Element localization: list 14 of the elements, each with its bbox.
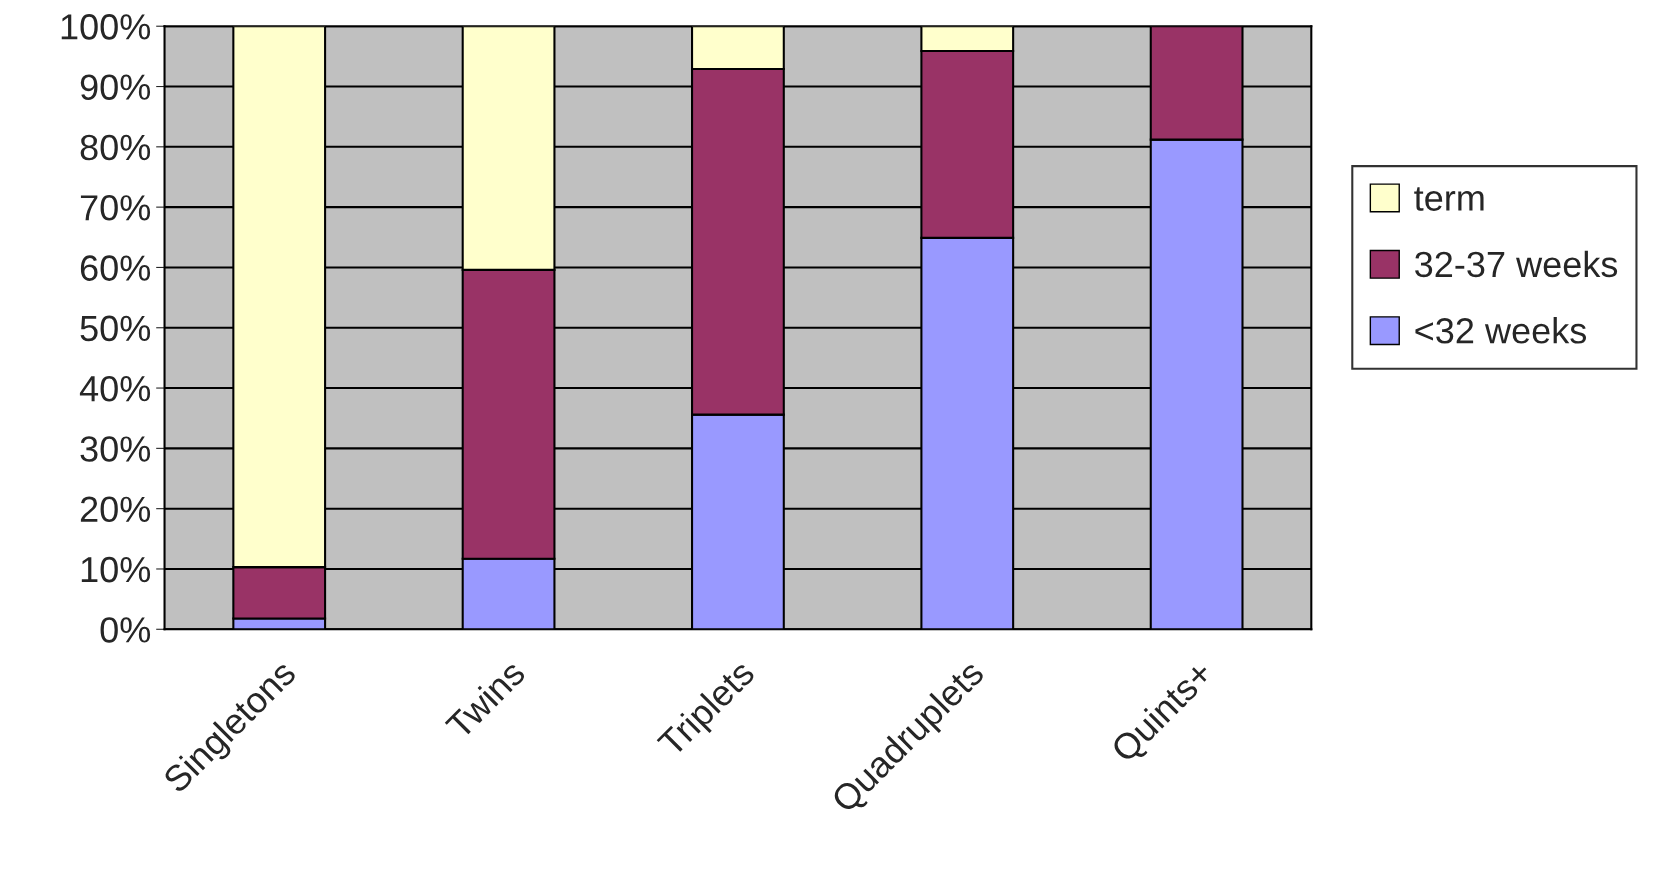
y-tick-label: 40% bbox=[79, 375, 151, 402]
y-tick-label: 80% bbox=[80, 134, 151, 161]
y-tick-label: 100% bbox=[61, 14, 151, 40]
y-tick-label: 30% bbox=[80, 436, 151, 462]
legend-label: <32 weeks bbox=[1415, 317, 1587, 344]
y-tick-label: 0% bbox=[100, 617, 151, 643]
legend-label: term bbox=[1414, 187, 1484, 211]
y-tick-label: 70% bbox=[80, 195, 151, 221]
y-tick-label: 10% bbox=[81, 556, 151, 583]
legend-label: 32-37 weeks bbox=[1415, 250, 1618, 278]
y-tick-label: 90% bbox=[80, 74, 151, 100]
y-tick-label: 60% bbox=[80, 255, 151, 281]
y-tick-label: 20% bbox=[80, 496, 151, 523]
y-tick-label: 50% bbox=[80, 315, 151, 342]
